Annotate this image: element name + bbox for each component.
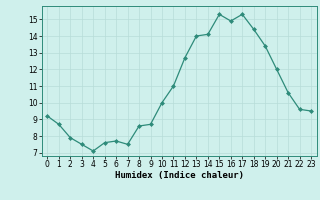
X-axis label: Humidex (Indice chaleur): Humidex (Indice chaleur) [115, 171, 244, 180]
